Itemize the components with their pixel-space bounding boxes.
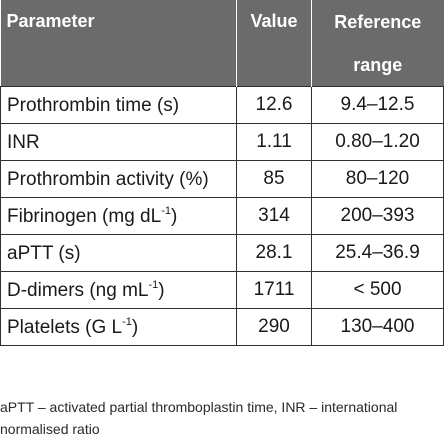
cell-value: 28.1 [236, 234, 312, 272]
table-body: Prothrombin time (s) 12.6 9.4–12.5 INR 1.11 0… [0, 86, 444, 346]
cell-parameter: Prothrombin activity (%) [0, 160, 237, 198]
parameter-label: Prothrombin activity (%) [7, 168, 209, 190]
header-reference-line1: Reference [311, 0, 444, 43]
cell-value: 1.11 [236, 123, 312, 161]
parameter-label: Fibrinogen (mg dL [7, 205, 162, 227]
cell-reference-range: 200–393 [311, 197, 444, 235]
table-header: Parameter Value Reference range [0, 0, 444, 87]
coagulation-table: Parameter Value Reference range Prothrom… [0, 0, 444, 346]
parameter-suffix: ) [131, 316, 139, 338]
cell-parameter: aPTT (s) [0, 234, 237, 272]
parameter-unit-exponent: -1 [148, 278, 159, 291]
parameter-unit-exponent: -1 [122, 315, 132, 328]
cell-reference-range: 0.80–1.20 [311, 123, 444, 161]
table-row: Fibrinogen (mg dL-1) 314 200–393 [0, 197, 444, 235]
header-value-spacer [236, 43, 312, 87]
cell-value: 85 [236, 160, 312, 198]
cell-value: 12.6 [236, 86, 312, 124]
cell-parameter: Fibrinogen (mg dL-1) [0, 197, 237, 235]
cell-value: 1711 [236, 271, 312, 309]
header-value: Value [236, 0, 312, 43]
header-reference-line2: range [311, 43, 444, 87]
parameter-label: aPTT (s) [7, 242, 81, 264]
cell-reference-range: 130–400 [311, 308, 444, 346]
parameter-label: D-dimers (ng mL [7, 279, 149, 301]
cell-reference-range: 25.4–36.9 [311, 234, 444, 272]
cell-parameter: INR [0, 123, 237, 161]
parameter-suffix: ) [158, 279, 165, 301]
table-row: D-dimers (ng mL-1) 1711 < 500 [0, 271, 444, 309]
table-row: Platelets (G L-1) 290 130–400 [0, 308, 444, 346]
header-parameter: Parameter [0, 0, 237, 43]
table-row: Prothrombin activity (%) 85 80–120 [0, 160, 444, 198]
cell-reference-range: < 500 [311, 271, 444, 309]
cell-reference-range: 9.4–12.5 [311, 86, 444, 124]
cell-parameter: D-dimers (ng mL-1) [0, 271, 237, 309]
cell-parameter: Platelets (G L-1) [0, 308, 237, 346]
cell-value: 314 [236, 197, 312, 235]
parameter-unit-exponent: -1 [161, 204, 171, 217]
parameter-label: INR [7, 131, 40, 153]
header-parameter-spacer [0, 43, 237, 87]
cell-value: 290 [236, 308, 312, 346]
parameter-suffix: ) [170, 205, 178, 227]
parameter-label: Prothrombin time (s) [7, 94, 180, 116]
table-row: aPTT (s) 28.1 25.4–36.9 [0, 234, 444, 272]
reference-table: Parameter Value Reference range Prothrom… [0, 0, 444, 346]
table-row: INR 1.11 0.80–1.20 [0, 123, 444, 161]
table-footnote: aPTT – activated partial thromboplastin … [0, 399, 398, 437]
parameter-label: Platelets (G L [7, 316, 123, 338]
cell-reference-range: 80–120 [311, 160, 444, 198]
cell-parameter: Prothrombin time (s) [0, 86, 237, 124]
table-row: Prothrombin time (s) 12.6 9.4–12.5 [0, 86, 444, 124]
